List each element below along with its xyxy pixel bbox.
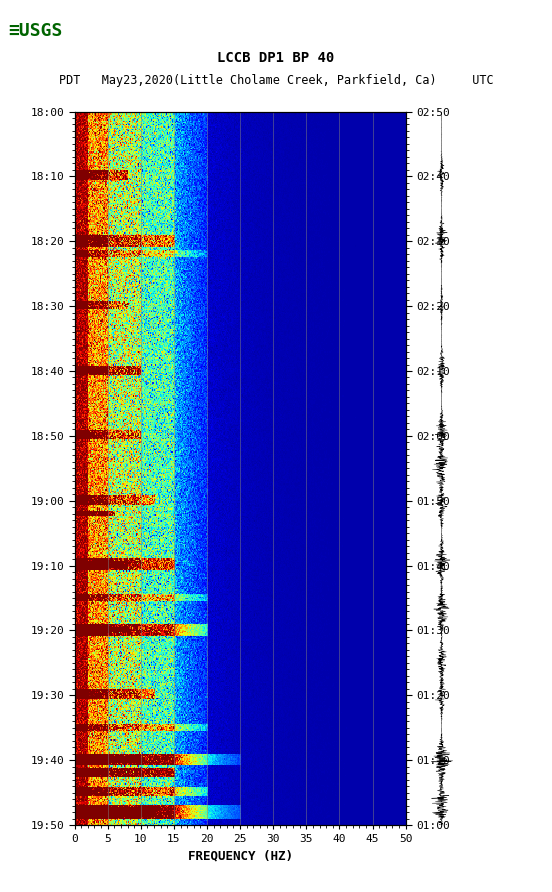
X-axis label: FREQUENCY (HZ): FREQUENCY (HZ) bbox=[188, 850, 293, 863]
Text: PDT   May23,2020(Little Cholame Creek, Parkfield, Ca)     UTC: PDT May23,2020(Little Cholame Creek, Par… bbox=[59, 74, 493, 87]
Text: ≡USGS: ≡USGS bbox=[8, 22, 63, 40]
Text: LCCB DP1 BP 40: LCCB DP1 BP 40 bbox=[217, 51, 335, 65]
